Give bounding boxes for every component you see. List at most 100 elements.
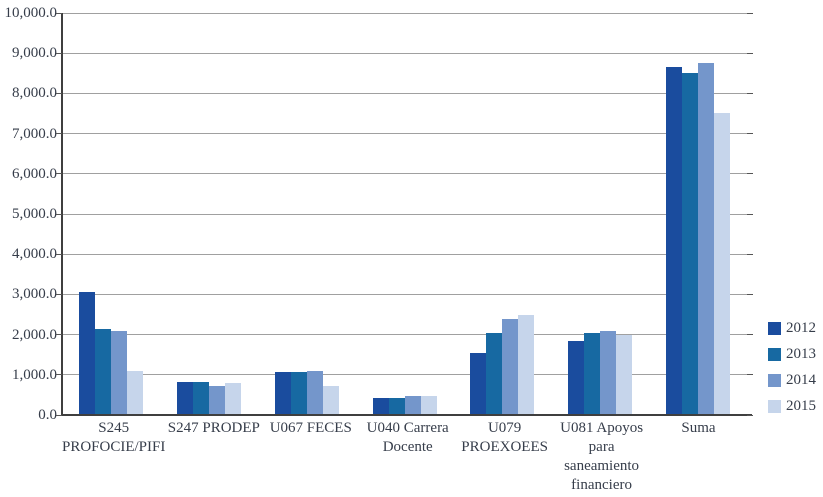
- gridline: [62, 173, 747, 175]
- bar-2013-u079: [486, 332, 503, 415]
- gridline: [62, 374, 747, 376]
- y-axis-tick-label: 3,000.0: [12, 286, 57, 303]
- tick-mark: [56, 12, 62, 14]
- y-axis-tick-label: 6,000.0: [12, 165, 57, 182]
- y-axis-tick-label: 10,000.0: [4, 5, 58, 21]
- tick-mark: [747, 334, 753, 336]
- legend-item-2014: 2014: [768, 372, 816, 388]
- x-axis-label: U067 FECES: [262, 419, 359, 495]
- bar-2015-u081: [616, 334, 633, 415]
- bar-2014-s245: [110, 330, 127, 415]
- bar-2013-u081: [584, 332, 601, 415]
- tick-mark: [747, 213, 753, 215]
- tick-mark: [56, 253, 62, 255]
- y-axis-tick-label: 7,000.0: [12, 125, 57, 142]
- bar-2014-u079: [502, 318, 519, 415]
- bar-2012-u079: [470, 352, 487, 415]
- bar-2013-s247: [192, 381, 209, 415]
- y-axis-line: [61, 13, 63, 416]
- tick-mark: [56, 92, 62, 94]
- bar-2014-u081: [600, 330, 617, 415]
- x-axis-line: [62, 414, 752, 416]
- y-axis-tick-label: 4,000.0: [12, 246, 57, 263]
- bar-2012-s247: [176, 382, 193, 415]
- legend-swatch-2012: [768, 321, 781, 335]
- x-axis-label-line: U040 Carrera: [366, 420, 449, 436]
- tick-mark: [747, 52, 753, 54]
- tick-mark: [747, 374, 753, 376]
- tick-mark: [747, 92, 753, 94]
- x-axis-label: U081 Apoyos para saneamiento financiero: [553, 419, 650, 495]
- legend-swatch-2015: [768, 399, 781, 413]
- legend-label-2014: 2014: [786, 372, 816, 388]
- x-axis-label-line: S245: [98, 420, 130, 436]
- bar-2014-suma: [698, 63, 715, 415]
- bar-2015-s247: [224, 382, 241, 415]
- x-axis-label-line: para: [588, 439, 615, 455]
- tick-mark: [747, 173, 753, 175]
- y-axis-tick-label: 9,000.0: [12, 45, 57, 62]
- bar-2015-u079: [518, 315, 535, 415]
- bar-2015-u067: [322, 386, 339, 415]
- bar-2012-u040: [372, 397, 389, 415]
- legend-swatch-2013: [768, 347, 781, 361]
- x-axis-label-line: financiero: [571, 477, 632, 493]
- legend-item-2012: 2012: [768, 321, 816, 336]
- bar-2013-s245: [94, 328, 111, 415]
- bar-2015-suma: [714, 112, 731, 415]
- gridline: [62, 92, 747, 94]
- bar-2014-u040: [404, 395, 421, 415]
- x-axis-label-line: PROFOCIE/PIFI: [62, 439, 166, 455]
- x-axis-label-line: U079: [487, 420, 522, 436]
- gridline: [62, 213, 747, 215]
- tick-mark: [56, 213, 62, 215]
- x-axis-label: S245 PROFOCIE/PIFI: [62, 419, 165, 495]
- x-axis-label-line: saneamiento: [564, 458, 640, 474]
- y-axis-tick-label: 0.0: [38, 407, 57, 423]
- bar-2012-s245: [78, 292, 95, 415]
- legend-label-2013: 2013: [786, 346, 816, 362]
- x-axis-label: U040 Carrera Docente: [359, 419, 456, 495]
- tick-mark: [56, 133, 62, 135]
- x-axis-label-line: Suma: [681, 420, 716, 436]
- bar-2015-u040: [420, 396, 437, 415]
- x-axis-label-line: Docente: [382, 439, 433, 455]
- x-axis: S245 PROFOCIE/PIFI S247 PRODEP U067 FECES U0…: [62, 419, 747, 495]
- legend-item-2015: 2015: [768, 398, 816, 414]
- tick-mark: [56, 374, 62, 376]
- tick-mark: [56, 52, 62, 54]
- gridline: [62, 52, 747, 54]
- y-axis-tick-label: 2,000.0: [12, 326, 57, 343]
- x-axis-label-line: U081 Apoyos: [560, 420, 644, 436]
- bar-2014-u067: [306, 371, 323, 415]
- x-axis-label: U079 PROEXOEES: [456, 419, 553, 495]
- legend-item-2013: 2013: [768, 346, 816, 362]
- tick-mark: [747, 414, 753, 416]
- gridline: [62, 334, 747, 336]
- gridline: [62, 133, 747, 135]
- y-axis-tick-label: 1,000.0: [12, 366, 57, 383]
- legend-label-2015: 2015: [786, 398, 816, 414]
- legend: 2012 2013 2014 2015: [768, 321, 816, 425]
- bar-2013-u040: [388, 397, 405, 415]
- x-axis-label-line: U067 FECES: [269, 420, 352, 436]
- tick-mark: [747, 133, 753, 135]
- y-axis-tick-label: 8,000.0: [12, 85, 57, 102]
- bar-2012-suma: [666, 67, 683, 415]
- gridline: [62, 253, 747, 255]
- plot-area: [62, 12, 747, 415]
- tick-mark: [56, 414, 62, 416]
- legend-swatch-2014: [768, 373, 781, 387]
- bar-2012-u067: [274, 372, 291, 415]
- bar-2013-suma: [682, 73, 699, 415]
- tick-mark: [747, 12, 753, 14]
- bar-2012-u081: [568, 340, 585, 415]
- bar-2014-s247: [208, 386, 225, 415]
- x-axis-label: S247 PRODEP: [165, 419, 262, 495]
- tick-mark: [747, 253, 753, 255]
- bar-2015-s245: [126, 370, 143, 415]
- tick-mark: [56, 293, 62, 295]
- x-axis-label: Suma: [650, 419, 747, 495]
- x-axis-label-line: S247 PRODEP: [167, 420, 260, 436]
